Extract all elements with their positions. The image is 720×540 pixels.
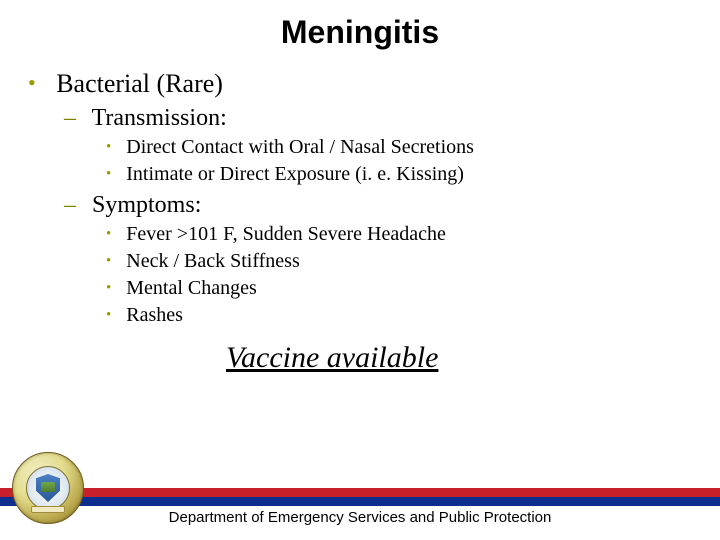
bullet-l2-transmission: Transmission: Direct Contact with Oral /… [64, 105, 720, 186]
footer: Department of Emergency Services and Pub… [0, 509, 720, 526]
footer-stripes [0, 488, 720, 506]
bullet-l3: Rashes [106, 304, 720, 327]
bullet-l3: Neck / Back Stiffness [106, 250, 720, 273]
bullet-l3: Direct Contact with Oral / Nasal Secreti… [106, 136, 720, 159]
bullet-l3: Intimate or Direct Exposure (i. e. Kissi… [106, 163, 720, 186]
bullet-l3-text: Rashes [126, 304, 183, 326]
bullet-l2-text: Symptoms: [92, 192, 201, 218]
slide-content: Bacterial (Rare) Transmission: Direct Co… [0, 69, 720, 375]
slide: Meningitis Bacterial (Rare) Transmission… [0, 0, 720, 540]
bullet-l2-symptoms: Symptoms: Fever >101 F, Sudden Severe He… [64, 192, 720, 327]
bullet-l3: Fever >101 F, Sudden Severe Headache [106, 223, 720, 246]
bullet-list-level3-symptoms: Fever >101 F, Sudden Severe Headache Nec… [106, 223, 720, 327]
bullet-l3-text: Intimate or Direct Exposure (i. e. Kissi… [126, 163, 464, 185]
bullet-l3-text: Neck / Back Stiffness [126, 250, 300, 272]
seal-shield-icon [36, 474, 60, 502]
bullet-l3-text: Mental Changes [126, 277, 257, 299]
bullet-l3: Mental Changes [106, 277, 720, 300]
bullet-l3-text: Fever >101 F, Sudden Severe Headache [126, 223, 446, 245]
bullet-list-level2: Transmission: Direct Contact with Oral /… [64, 105, 720, 327]
slide-title: Meningitis [0, 14, 720, 51]
seal-inner-circle [26, 466, 70, 510]
bullet-l1-text: Bacterial (Rare) [56, 69, 223, 98]
bullet-l3-text: Direct Contact with Oral / Nasal Secreti… [126, 136, 474, 158]
vaccine-available-text: Vaccine available [226, 341, 720, 375]
stripe-blue [0, 497, 720, 506]
stripe-red [0, 488, 720, 497]
bullet-l2-text: Transmission: [92, 105, 227, 131]
bullet-l1-bacterial: Bacterial (Rare) Transmission: Direct Co… [28, 69, 720, 327]
bullet-list-level1: Bacterial (Rare) Transmission: Direct Co… [28, 69, 720, 327]
footer-text: Department of Emergency Services and Pub… [0, 509, 720, 526]
bullet-list-level3-transmission: Direct Contact with Oral / Nasal Secreti… [106, 136, 720, 186]
